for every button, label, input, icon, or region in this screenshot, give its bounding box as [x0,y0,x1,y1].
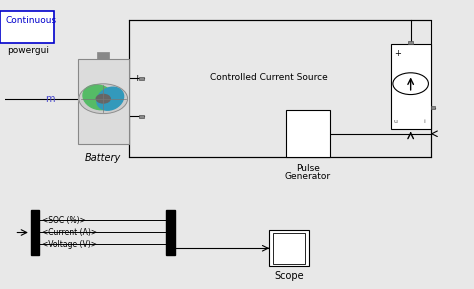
Ellipse shape [97,87,124,110]
Circle shape [393,73,428,95]
Bar [391,44,430,129]
Text: <Voltage (V)>: <Voltage (V)> [42,240,97,249]
Bar [166,210,175,255]
Bar [31,210,39,255]
Text: +: + [394,49,401,58]
Text: <SOC (%)>: <SOC (%)> [42,216,85,225]
Bar [139,115,144,118]
Bar [139,77,144,80]
Bar [269,230,309,266]
Text: powergui: powergui [8,46,49,55]
Bar [273,233,305,264]
Text: Scope: Scope [274,271,304,281]
Text: +: + [133,74,140,83]
Text: m: m [45,94,54,104]
Text: Controlled Current Source: Controlled Current Source [210,73,328,82]
Text: Battery: Battery [85,153,121,163]
Ellipse shape [83,85,114,110]
Text: i: i [423,118,425,124]
Circle shape [79,84,128,114]
Text: Pulse: Pulse [296,164,320,173]
Text: −: − [133,112,140,121]
Circle shape [96,95,110,103]
Text: Continuous: Continuous [6,16,57,25]
Bar [78,59,129,144]
Bar [129,20,430,158]
Text: Generator: Generator [285,172,331,181]
Bar [286,110,330,158]
Bar [97,52,109,59]
Bar [408,41,413,44]
Text: <Current (A)>: <Current (A)> [42,228,97,237]
Text: u: u [393,118,397,124]
Bar [0,11,54,43]
Bar [430,106,435,109]
